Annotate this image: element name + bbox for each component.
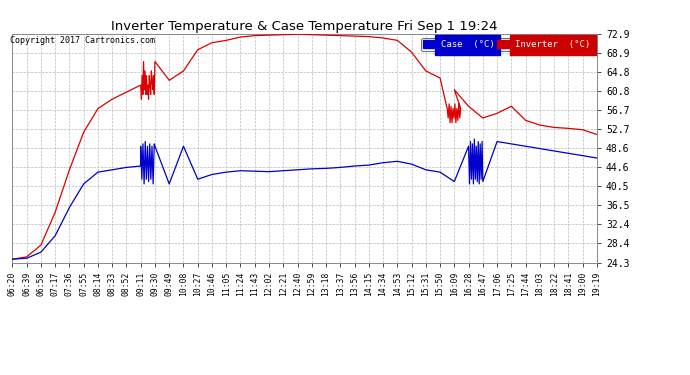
Legend: Case  (°C), Inverter  (°C): Case (°C), Inverter (°C)	[421, 38, 592, 51]
Text: Copyright 2017 Cartronics.com: Copyright 2017 Cartronics.com	[10, 36, 155, 45]
Title: Inverter Temperature & Case Temperature Fri Sep 1 19:24: Inverter Temperature & Case Temperature …	[111, 20, 498, 33]
